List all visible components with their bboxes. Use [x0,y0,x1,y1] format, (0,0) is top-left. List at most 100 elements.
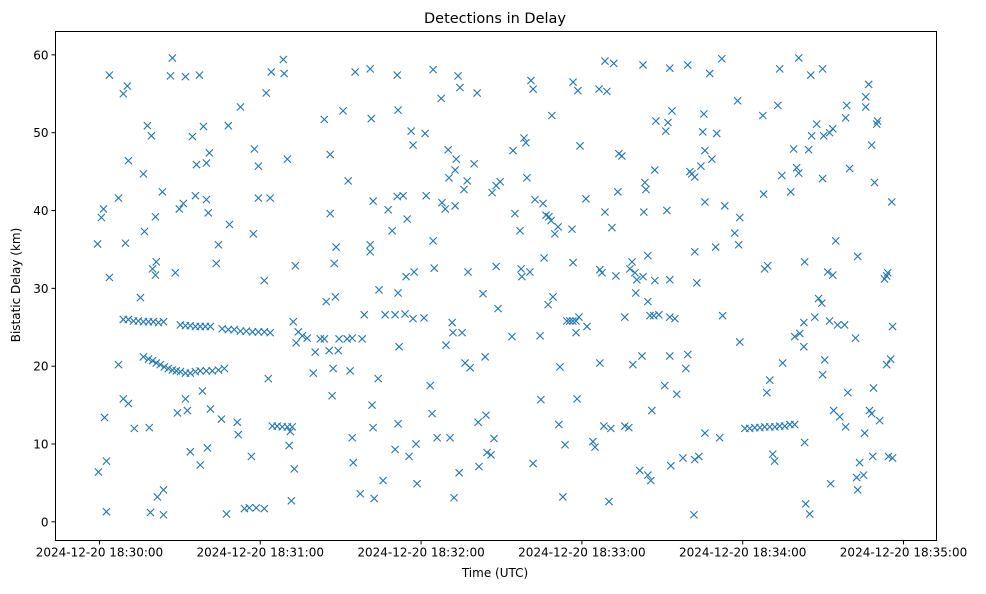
data-point [818,174,827,183]
data-point [136,293,145,302]
data-point [730,229,739,238]
data-point [225,220,234,229]
y-tick-label: 30 [33,282,48,296]
data-point [520,134,528,143]
data-point [236,327,245,336]
data-point [573,86,582,95]
data-point [828,271,837,280]
data-point [481,352,490,361]
data-point [607,223,616,232]
data-point [409,141,418,150]
data-point [807,131,816,140]
data-point [437,94,446,103]
data-point [861,92,870,101]
data-point [393,71,402,80]
data-point [250,145,259,154]
data-point [248,327,257,336]
data-point [773,101,782,110]
data-point [442,341,451,350]
data-point [375,285,383,294]
data-point [214,366,223,375]
data-point [311,348,320,357]
data-point [366,240,375,249]
data-point [805,510,814,519]
data-point [374,374,383,383]
data-point [804,145,813,154]
data-point [794,53,803,62]
data-point [700,429,709,438]
plot-frame [55,31,937,541]
data-point [124,399,133,408]
data-point [720,201,729,210]
data-point [869,383,878,392]
data-point [344,176,353,185]
data-point [358,334,367,343]
data-point [661,127,670,136]
data-point [214,240,223,249]
data-point [544,300,553,309]
data-point [199,122,208,131]
data-point [409,314,418,323]
data-point [381,310,390,319]
x-tick-label: 2024-12-20 18:30:00 [36,546,163,560]
data-point [119,89,128,98]
data-point [521,138,530,147]
data-point [825,317,834,326]
data-point [568,317,577,326]
data-point [430,264,439,273]
data-point [851,334,860,343]
data-point [403,215,412,224]
data-point [569,258,578,267]
data-point [801,499,810,508]
data-point [379,476,388,485]
data-point [448,318,457,327]
data-point [817,299,826,308]
data-point [266,194,275,203]
data-point [181,72,190,81]
data-point [665,352,674,361]
data-point [260,504,269,513]
data-point [267,67,276,76]
data-point [583,322,591,331]
data-point [873,117,882,125]
data-point [690,173,699,182]
data-point [882,360,891,369]
data-point [421,129,430,138]
data-point [205,148,214,157]
data-point [264,374,273,383]
data-point [789,145,798,154]
data-point [195,71,204,80]
data-point [448,328,457,337]
data-point [690,455,699,464]
data-point [405,452,414,461]
data-points [93,53,897,519]
data-point [547,111,556,120]
data-point [576,141,585,150]
data-point [861,103,870,111]
data-point [569,78,578,87]
data-point [852,473,861,482]
data-point [147,131,156,140]
data-point [220,364,229,373]
data-point [102,457,111,466]
data-point [186,447,195,456]
data-point [599,422,608,431]
data-point [254,194,263,203]
data-point [217,415,226,424]
data-point [625,264,634,273]
data-point [651,117,660,125]
data-point [641,185,650,194]
x-tick-label: 2024-12-20 18:33:00 [518,546,645,560]
y-tick-label: 10 [33,437,48,451]
data-point [872,120,881,129]
data-point [581,194,590,203]
data-point [320,115,329,124]
data-point [831,236,840,245]
data-point [198,387,207,396]
data-point [335,334,344,343]
data-point [459,185,468,194]
data-point [391,310,400,319]
data-point [833,320,842,329]
data-point [665,313,674,322]
